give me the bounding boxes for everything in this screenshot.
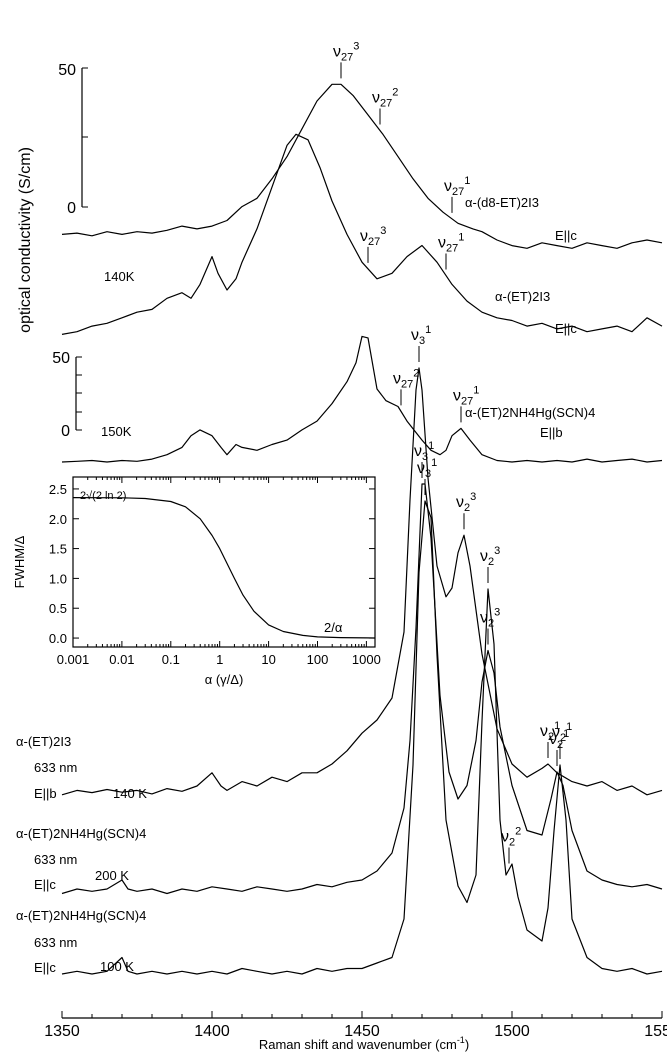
raman-temperature-r3: 100 K bbox=[100, 959, 134, 974]
x-axis-title-main: Raman shift and wavenumber (cm bbox=[259, 1037, 457, 1052]
inset-frame bbox=[72, 476, 376, 648]
raman-compound-r2: α-(ET)2NH4Hg(SCN)4 bbox=[16, 826, 146, 841]
inset-y-tick-label: 1.5 bbox=[49, 542, 67, 557]
x-tick-label: 1450 bbox=[344, 1023, 380, 1040]
peak-annotations: ν273 ν272 ν271 ν273 ν271 ν272 ν271 ν31 ν23 ν21 ν31… bbox=[333, 40, 572, 864]
ir-label-nh4: α-(ET)2NH4Hg(SCN)4 E||b bbox=[465, 405, 595, 440]
ir-label-h8: α-(ET)2I3 E||c bbox=[495, 289, 577, 336]
svg-text:Raman shift and wavenumber (cm: Raman shift and wavenumber (cm-1) bbox=[259, 1035, 469, 1052]
inset-x-tick-label: 1 bbox=[216, 652, 223, 667]
raman-trace-nh4-100k bbox=[61, 500, 663, 975]
ir-trace-d8-et2i3 bbox=[61, 83, 663, 249]
peak-label: ν272 bbox=[372, 86, 398, 109]
inset-x-tick-label: 100 bbox=[307, 652, 329, 667]
peak-label: ν23 bbox=[480, 607, 500, 630]
peak-label: ν23 bbox=[456, 491, 476, 514]
raman-compound-r1: α-(ET)2I3 bbox=[16, 734, 71, 749]
raman-trace-nh4-200k bbox=[61, 483, 663, 895]
peak-label: ν31 bbox=[417, 457, 437, 480]
inset-x-tick-label: 0.1 bbox=[162, 652, 180, 667]
inset-plot: 0.001 0.01 0.1 1 10 100 1000 0.0 0.5 1.0 1.5 2.0 2.5… bbox=[12, 476, 381, 687]
raman-polarization-r1: E||b bbox=[34, 786, 57, 801]
inset-annotation-right: 2/α bbox=[324, 620, 343, 635]
inset-curve bbox=[72, 497, 376, 639]
peak-label: ν271 bbox=[444, 175, 470, 198]
inset-y-tick-label: 0.0 bbox=[49, 631, 67, 646]
raman-polarization-r3: E||c bbox=[34, 960, 56, 975]
peak-label: ν21 bbox=[540, 720, 560, 743]
inset-y-tick-label: 0.5 bbox=[49, 601, 67, 616]
inset-x-tick-label: 10 bbox=[261, 652, 275, 667]
x-tick-label: 1500 bbox=[494, 1023, 530, 1040]
raman-label-r2: α-(ET)2NH4Hg(SCN)4 633 nm E||c 200 K bbox=[16, 826, 146, 892]
x-tick-label: 1400 bbox=[194, 1023, 230, 1040]
ir-polarization-d8: E||c bbox=[555, 228, 577, 243]
y-axis-title: optical conductivity (S/cm) bbox=[17, 147, 34, 333]
peak-label: ν21 bbox=[552, 721, 572, 744]
inset-y-tick-label: 2.0 bbox=[49, 512, 67, 527]
inset-annotation-left: 2√(2 ln 2) bbox=[80, 490, 126, 502]
raman-label-r3: α-(ET)2NH4Hg(SCN)4 633 nm E||c 100 K bbox=[16, 908, 146, 975]
x-axis-ticks: 1350 1400 1450 1500 1550 bbox=[44, 1011, 667, 1040]
raman-wavelength-r2: 633 nm bbox=[34, 852, 77, 867]
raman-temperature-r1: 140 K bbox=[113, 786, 147, 801]
x-axis-title-close: ) bbox=[465, 1037, 469, 1052]
peak-label: ν271 bbox=[438, 232, 464, 255]
inset-x-title: α (γ/Δ) bbox=[205, 672, 244, 687]
peak-label: ν273 bbox=[333, 40, 359, 63]
inset-x-tick-label: 0.001 bbox=[57, 652, 90, 667]
x-tick-label: 1550 bbox=[644, 1023, 667, 1040]
ir-trace-et2nh4hgscn4 bbox=[61, 335, 663, 463]
inset-y-title: FWHM/Δ bbox=[12, 535, 27, 588]
ir-label-d8: α-(d8-ET)2I3 E||c bbox=[465, 195, 577, 243]
y-scale-lower-0: 0 bbox=[61, 423, 70, 440]
peak-label: ν22 bbox=[501, 826, 521, 849]
ir-polarization-nh4: E||b bbox=[540, 425, 563, 440]
raman-trace-et2i3-140k bbox=[61, 367, 663, 796]
inset-x-tick-label: 1000 bbox=[352, 652, 381, 667]
ir-compound-d8: α-(d8-ET)2I3 bbox=[465, 195, 539, 210]
temperature-upper: 140K bbox=[104, 269, 135, 284]
ir-polarization-h8: E||c bbox=[555, 321, 577, 336]
raman-label-r1: α-(ET)2I3 633 nm E||b 140 K bbox=[16, 734, 147, 801]
peak-label: ν272 bbox=[393, 367, 419, 390]
peak-label: ν31 bbox=[411, 324, 431, 347]
raman-temperature-r2: 200 K bbox=[95, 868, 129, 883]
ir-compound-h8: α-(ET)2I3 bbox=[495, 289, 550, 304]
inset-ticks: 0.001 0.01 0.1 1 10 100 1000 0.0 0.5 1.0 1.5 2.0 2.5 bbox=[49, 477, 381, 667]
y-scale-upper-0: 0 bbox=[67, 200, 76, 217]
peak-label: ν23 bbox=[480, 545, 500, 568]
raman-wavelength-r3: 633 nm bbox=[34, 935, 77, 950]
ir-compound-nh4: α-(ET)2NH4Hg(SCN)4 bbox=[465, 405, 595, 420]
y-scale-lower-50: 50 bbox=[52, 350, 70, 367]
ir-trace-et2i3 bbox=[61, 133, 663, 335]
raman-compound-r3: α-(ET)2NH4Hg(SCN)4 bbox=[16, 908, 146, 923]
inset-x-tick-label: 0.01 bbox=[109, 652, 134, 667]
y-scale-upper: 50 0 bbox=[58, 62, 88, 217]
raman-wavelength-r1: 633 nm bbox=[34, 760, 77, 775]
x-tick-label: 1350 bbox=[44, 1023, 80, 1040]
raman-polarization-r2: E||c bbox=[34, 877, 56, 892]
peak-label: ν273 bbox=[360, 225, 386, 248]
inset-y-tick-label: 2.5 bbox=[49, 482, 67, 497]
peak-label: ν31 bbox=[414, 440, 434, 463]
y-scale-lower: 50 0 bbox=[52, 350, 82, 440]
y-scale-upper-50: 50 bbox=[58, 62, 76, 79]
x-axis-title: Raman shift and wavenumber (cm-1) bbox=[259, 1035, 469, 1052]
temperature-lower: 150K bbox=[101, 424, 132, 439]
inset-y-tick-label: 1.0 bbox=[49, 571, 67, 586]
x-axis-title-sup: -1 bbox=[457, 1035, 465, 1045]
peak-label: ν271 bbox=[453, 384, 479, 407]
